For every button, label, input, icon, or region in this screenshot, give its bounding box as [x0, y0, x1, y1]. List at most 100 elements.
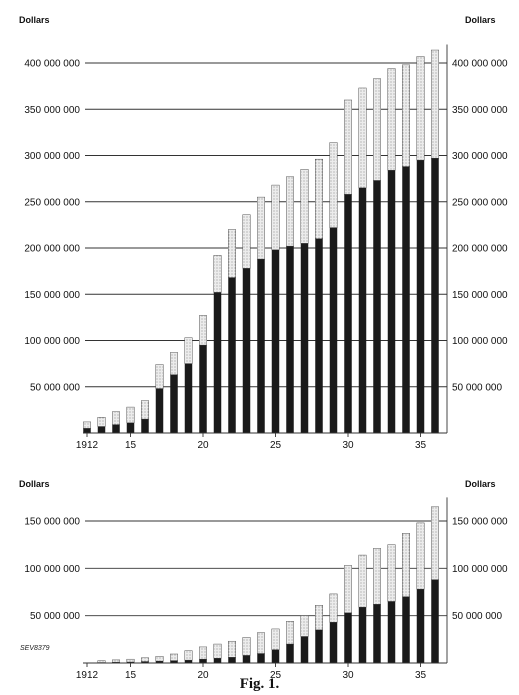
bar-segment-light: [228, 640, 236, 658]
bar-segment-dark: [286, 644, 294, 663]
bar-segment-light: [271, 184, 280, 251]
bar-segment-light: [257, 632, 265, 654]
grid-lines: [85, 520, 447, 617]
bar-segment-light: [416, 56, 425, 161]
bar-segment-light: [184, 650, 193, 661]
bar-segment-light: [300, 615, 309, 637]
x-tick-label: 35: [415, 440, 427, 451]
bar-segment-light: [329, 142, 338, 228]
bar-segment-dark: [83, 428, 91, 433]
bar-segment-light: [141, 400, 149, 420]
x-tick-label: 1912: [76, 670, 99, 681]
bar-segment-light: [416, 522, 425, 590]
bar-segment-light: [358, 554, 367, 608]
y-tick-label-right: 150 000 000: [452, 290, 508, 301]
x-tick-label: 25: [270, 670, 282, 681]
bar-segment-dark: [242, 268, 251, 433]
bar-segment-dark: [141, 419, 149, 433]
y-tick-label-left: 300 000 000: [24, 151, 80, 162]
left-axis-unit-label: Dollars: [19, 15, 50, 25]
grid-lines: [85, 62, 447, 388]
right-axis-unit-label: Dollars: [465, 15, 496, 25]
bar-segment-dark: [431, 579, 439, 663]
y-tick-label-right: 250 000 000: [452, 197, 508, 208]
bar-segment-light: [387, 544, 396, 602]
x-tick-label: 25: [270, 440, 282, 451]
y-tick-label-right: 50 000 000: [452, 611, 502, 622]
x-axis: 1912 15 20 25 30 35: [76, 663, 426, 681]
bar-segment-dark: [184, 363, 193, 433]
bar-segment-dark: [257, 653, 265, 663]
bar-segment-light: [155, 656, 164, 662]
bar-segment-dark: [358, 607, 367, 663]
bar-segment-dark: [126, 422, 135, 433]
y-tick-label-left: 350 000 000: [24, 105, 80, 116]
bar-segment-dark: [155, 388, 164, 433]
bar-segment-dark: [315, 238, 323, 433]
bar-segment-dark: [199, 659, 207, 663]
bar-segment-light: [373, 548, 381, 605]
bar-segment-dark: [271, 649, 280, 663]
bar-segment-dark: [286, 246, 294, 433]
figure-caption: Fig. 1.: [239, 676, 280, 692]
bar-segment-light: [344, 565, 352, 614]
bar-segment-dark: [300, 636, 309, 663]
bar-segment-light: [271, 628, 280, 650]
bar-segment-light: [315, 605, 323, 631]
bar-segment-dark: [300, 243, 309, 433]
bar-segment-dark: [387, 170, 396, 434]
y-tick-label-right: 350 000 000: [452, 105, 508, 116]
y-tick-label-left: 200 000 000: [24, 244, 80, 255]
bar-segment-light: [199, 646, 207, 660]
bar-segment-dark: [373, 180, 381, 433]
y-tick-label-right: 100 000 000: [452, 336, 508, 347]
bar-segment-dark: [387, 601, 396, 663]
bar-segment-dark: [213, 658, 222, 663]
y-tick-label-left: 250 000 000: [24, 197, 80, 208]
x-tick-label: 20: [197, 440, 209, 451]
y-axis-left: 50 000 000 100 000 000 150 000 000 200 000 …: [24, 59, 80, 394]
x-tick-label: 30: [342, 670, 354, 681]
left-axis-unit-label: Dollars: [19, 479, 50, 489]
bar-segment-dark: [228, 657, 236, 663]
y-tick-label-left: 50 000 000: [30, 611, 80, 622]
bar-segment-dark: [170, 660, 178, 663]
bar-segment-light: [315, 158, 323, 239]
bar-segment-light: [242, 637, 251, 656]
y-tick-label-right: 300 000 000: [452, 151, 508, 162]
bar-segment-dark: [344, 194, 352, 433]
x-axis: 1912 15 20 25 30 35: [76, 433, 427, 451]
bar-segment-light: [170, 352, 178, 375]
bar-segment-light: [257, 196, 265, 260]
x-tick-label: 30: [342, 440, 354, 451]
y-tick-label-left: 150 000 000: [24, 517, 80, 528]
bar-segment-dark: [416, 160, 425, 433]
bar-segment-dark: [431, 158, 439, 433]
y-axis-right: 50 000 000 100 000 000 150 000 000: [452, 517, 508, 623]
bar-segment-light: [141, 657, 149, 662]
bar-segment-dark: [257, 259, 265, 433]
bar-segment-dark: [344, 612, 352, 663]
y-tick-label-right: 150 000 000: [452, 517, 508, 528]
y-tick-label-right: 50 000 000: [452, 382, 502, 393]
y-tick-label-right: 200 000 000: [452, 244, 508, 255]
bar-segment-dark: [315, 629, 323, 663]
bar-segment-light: [112, 411, 120, 425]
bar-segment-dark: [329, 227, 338, 433]
y-tick-label-left: 100 000 000: [24, 336, 80, 347]
bar-segment-dark: [242, 655, 251, 663]
bar-segment-light: [155, 364, 164, 389]
bar-segment-light: [402, 64, 410, 167]
bar-segment-light: [184, 337, 193, 364]
bar-segment-light: [431, 506, 439, 580]
bars: [97, 506, 439, 663]
bar-segment-light: [97, 417, 106, 427]
x-tick-label: 15: [125, 670, 137, 681]
bars: [83, 49, 439, 434]
bar-segment-light: [329, 593, 338, 623]
y-tick-label-right: 100 000 000: [452, 564, 508, 575]
bar-segment-dark: [141, 661, 149, 663]
bar-segment-dark: [373, 604, 381, 663]
bar-segment-dark: [97, 426, 106, 433]
